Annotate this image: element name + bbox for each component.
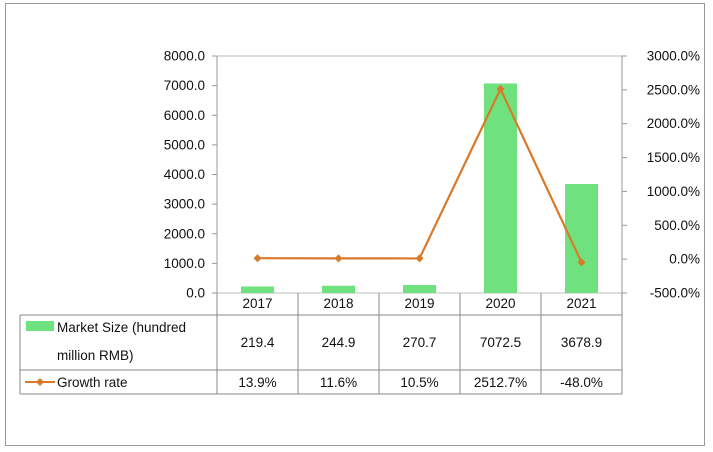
line-point — [577, 258, 586, 267]
left-tick-label: 6000.0 — [164, 108, 205, 123]
right-tick-label: 0.0% — [669, 252, 700, 267]
market-size-value: 3678.9 — [561, 335, 602, 350]
growth-rate-value: 10.5% — [400, 375, 438, 390]
right-tick-label: 2500.0% — [647, 82, 700, 97]
left-tick-label: 8000.0 — [164, 49, 205, 64]
bar — [484, 83, 517, 293]
right-tick-label: -500.0% — [650, 286, 700, 301]
growth-rate-line — [257, 86, 583, 263]
growth-rate-value: 13.9% — [238, 375, 276, 390]
category-label: 2020 — [485, 296, 515, 311]
data-table: 2017 2018 2019 2020 2021 Market Size (hundred… — [19, 293, 623, 395]
line-point — [253, 254, 262, 263]
market-size-value: 7072.5 — [480, 335, 521, 350]
bar — [403, 284, 436, 293]
left-y-axis: 0.0 1000.0 2000.0 3000.0 4000.0 5000.0 6000.0 7… — [164, 49, 218, 301]
left-tick-label: 4000.0 — [164, 167, 205, 182]
line-point — [334, 254, 343, 263]
bar — [322, 285, 355, 293]
right-y-axis: -500.0% 0.0% 500.0% 1000.0% 1500.0% 2000.0% 25… — [621, 49, 700, 301]
left-tick-label: 1000.0 — [164, 256, 205, 271]
growth-rate-legend-label: Growth rate — [57, 375, 128, 390]
right-tick-label: 1500.0% — [647, 150, 700, 165]
line-point — [496, 84, 505, 93]
market-size-value: 219.4 — [241, 335, 275, 350]
growth-rate-value: -48.0% — [560, 375, 603, 390]
growth-rate-value: 2512.7% — [474, 375, 527, 390]
left-tick-label: 5000.0 — [164, 137, 205, 152]
market-size-legend-swatch — [26, 321, 54, 331]
category-label: 2017 — [242, 296, 272, 311]
line-series — [253, 84, 586, 267]
left-tick-label: 0.0 — [186, 286, 205, 301]
right-tick-label: 500.0% — [654, 218, 700, 233]
left-tick-label: 2000.0 — [164, 226, 205, 241]
right-tick-label: 1000.0% — [647, 184, 700, 199]
market-size-value: 270.7 — [403, 335, 437, 350]
market-size-value: 244.9 — [322, 335, 356, 350]
market-size-legend-label: Market Size (hundred — [57, 320, 186, 335]
left-tick-label: 7000.0 — [164, 78, 205, 93]
growth-rate-value: 11.6% — [320, 375, 357, 390]
bar-series — [241, 83, 598, 293]
market-size-legend-label: million RMB) — [57, 348, 134, 363]
bar — [241, 286, 274, 293]
growth-rate-legend-marker — [36, 378, 44, 386]
left-tick-label: 3000.0 — [164, 197, 205, 212]
right-tick-label: 3000.0% — [647, 49, 700, 64]
right-tick-label: 2000.0% — [647, 116, 700, 131]
category-label: 2018 — [323, 296, 353, 311]
category-label: 2021 — [566, 296, 596, 311]
line-point — [415, 254, 424, 263]
category-label: 2019 — [404, 296, 434, 311]
